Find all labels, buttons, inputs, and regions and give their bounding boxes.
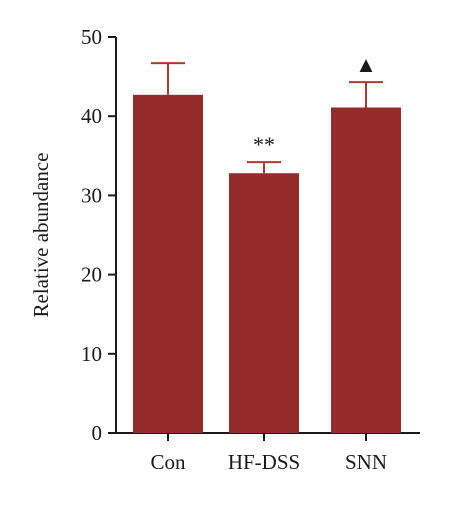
- bar: [229, 173, 299, 433]
- y-tick-label: 20: [81, 263, 102, 287]
- bar: [133, 94, 203, 433]
- y-tick-label: 0: [92, 421, 103, 445]
- y-tick-label: 30: [81, 183, 102, 207]
- x-tick-label: SNN: [345, 450, 387, 474]
- significance-marker: ▲: [355, 52, 377, 77]
- bar: [331, 107, 401, 433]
- y-tick-label: 50: [81, 25, 102, 49]
- y-tick-label: 40: [81, 104, 102, 128]
- y-axis-title: Relative abundance: [29, 152, 53, 317]
- x-tick-label: HF-DSS: [228, 450, 300, 474]
- significance-marker: **: [253, 132, 275, 157]
- y-tick-label: 10: [81, 342, 102, 366]
- x-tick-label: Con: [150, 450, 186, 474]
